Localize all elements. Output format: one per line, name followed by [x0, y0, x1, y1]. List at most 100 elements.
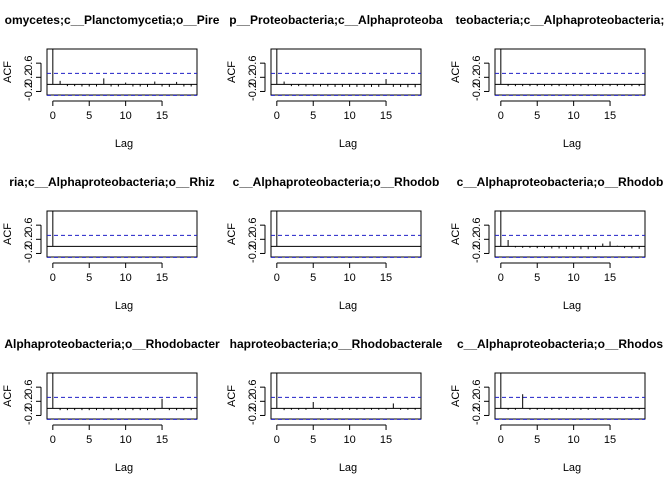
y-tick-label: 0.2: [471, 70, 483, 85]
x-tick-label: 15: [380, 272, 392, 284]
y-tick-label: 0.2: [247, 394, 259, 409]
x-tick-label: 10: [120, 110, 132, 122]
plot-frame: [494, 210, 646, 258]
y-tick-label: 0.6: [471, 380, 483, 395]
y-tick-label: -0.2: [23, 406, 35, 425]
plot-frame: [46, 210, 198, 258]
panel-title: c__Alphaproteobacteria;o__Rhodob: [457, 175, 664, 189]
x-tick-label: 0: [274, 434, 280, 446]
x-axis-label: Lag: [563, 462, 581, 474]
x-tick-label: 0: [50, 434, 56, 446]
y-tick-label: 0.6: [23, 218, 35, 233]
x-tick-label: 10: [568, 434, 580, 446]
y-axis-label: ACF: [2, 61, 14, 83]
y-tick-label: -0.2: [247, 244, 259, 263]
x-tick-label: 15: [156, 272, 168, 284]
x-tick-label: 0: [498, 434, 504, 446]
acf-panel-1: omycetes;c__Planctomycetia;o__Pire 0 5 10 15…: [2, 13, 220, 150]
x-tick-label: 0: [498, 110, 504, 122]
y-axis-label: ACF: [450, 61, 462, 83]
x-tick-label: 15: [604, 272, 616, 284]
y-tick-label: 0.2: [23, 394, 35, 409]
panel-title: Alphaproteobacteria;o__Rhodobacter: [4, 337, 220, 351]
y-tick-label: -0.2: [247, 82, 259, 101]
x-tick-label: 5: [86, 272, 92, 284]
y-axis-label: ACF: [450, 385, 462, 407]
y-tick-label: -0.2: [23, 244, 35, 263]
x-tick-label: 15: [156, 110, 168, 122]
plot-frame: [46, 48, 198, 96]
y-tick-label: 0.2: [471, 232, 483, 247]
y-tick-label: 0.2: [23, 232, 35, 247]
x-axis-label: Lag: [115, 462, 133, 474]
x-tick-label: 5: [310, 272, 316, 284]
x-axis-label: Lag: [339, 462, 357, 474]
y-tick-label: 0.2: [247, 232, 259, 247]
y-axis-label: ACF: [2, 223, 14, 245]
x-tick-label: 5: [310, 434, 316, 446]
y-axis-label: ACF: [226, 385, 238, 407]
x-axis-label: Lag: [339, 138, 357, 150]
y-tick-label: -0.2: [471, 406, 483, 425]
x-tick-label: 5: [534, 434, 540, 446]
x-tick-label: 10: [344, 110, 356, 122]
x-tick-label: 0: [50, 272, 56, 284]
x-tick-label: 5: [86, 110, 92, 122]
x-tick-label: 15: [604, 110, 616, 122]
plot-frame: [494, 372, 646, 420]
x-tick-label: 5: [86, 434, 92, 446]
plot-frame: [494, 48, 646, 96]
plot-frame: [46, 372, 198, 420]
y-axis-label: ACF: [450, 223, 462, 245]
panel-title: ria;c__Alphaproteobacteria;o__Rhiz: [9, 175, 214, 189]
y-tick-label: 0.2: [23, 70, 35, 85]
panel-title: c__Alphaproteobacteria;o__Rhodob: [233, 175, 440, 189]
y-axis-label: ACF: [2, 385, 14, 407]
x-tick-label: 15: [380, 110, 392, 122]
y-tick-label: 0.6: [247, 380, 259, 395]
x-tick-label: 5: [534, 110, 540, 122]
y-axis-label: ACF: [226, 61, 238, 83]
panel-title: c__Alphaproteobacteria;o__Rhodos: [457, 337, 663, 351]
x-axis-label: Lag: [563, 138, 581, 150]
x-axis-label: Lag: [563, 300, 581, 312]
x-tick-label: 5: [534, 272, 540, 284]
acf-panel-3: teobacteria;c__Alphaproteobacteria; 0 5 10 1…: [450, 13, 664, 150]
x-axis-label: Lag: [115, 300, 133, 312]
y-tick-label: 0.6: [247, 218, 259, 233]
acf-panel-9: c__Alphaproteobacteria;o__Rhodos 0 5 10 15 -0…: [450, 337, 663, 474]
x-tick-label: 15: [156, 434, 168, 446]
y-tick-label: 0.6: [247, 56, 259, 71]
y-tick-label: 0.6: [23, 380, 35, 395]
x-axis-label: Lag: [115, 138, 133, 150]
x-tick-label: 0: [274, 110, 280, 122]
acf-panel-4: ria;c__Alphaproteobacteria;o__Rhiz 0 5 10 15…: [2, 175, 215, 312]
x-tick-label: 10: [344, 272, 356, 284]
x-tick-label: 15: [380, 434, 392, 446]
panel-title: omycetes;c__Planctomycetia;o__Pire: [5, 13, 220, 27]
acf-panel-7: Alphaproteobacteria;o__Rhodobacter 0 5 10 15…: [2, 337, 220, 474]
y-tick-label: 0.2: [247, 70, 259, 85]
x-tick-label: 10: [568, 110, 580, 122]
y-axis-label: ACF: [226, 223, 238, 245]
acf-panel-5: c__Alphaproteobacteria;o__Rhodob 0 5 10 15 -0…: [226, 175, 439, 312]
y-tick-label: -0.2: [247, 406, 259, 425]
y-tick-label: 0.6: [23, 56, 35, 71]
panel-title: haproteobacteria;o__Rhodobacterale: [230, 337, 443, 351]
y-tick-label: 0.2: [471, 394, 483, 409]
x-tick-label: 10: [120, 434, 132, 446]
acf-panel-2: p__Proteobacteria;c__Alphaproteoba 0 5 10 15…: [226, 13, 443, 150]
y-tick-label: -0.2: [471, 82, 483, 101]
acf-panel-6: c__Alphaproteobacteria;o__Rhodob 0 5 10 15 -0…: [450, 175, 663, 312]
x-tick-label: 5: [310, 110, 316, 122]
x-tick-label: 0: [498, 272, 504, 284]
panel-title: teobacteria;c__Alphaproteobacteria;: [456, 13, 665, 27]
x-tick-label: 10: [344, 434, 356, 446]
x-tick-label: 10: [120, 272, 132, 284]
y-tick-label: -0.2: [471, 244, 483, 263]
plot-frame: [270, 372, 422, 420]
x-tick-label: 0: [50, 110, 56, 122]
y-tick-label: 0.6: [471, 218, 483, 233]
x-tick-label: 0: [274, 272, 280, 284]
